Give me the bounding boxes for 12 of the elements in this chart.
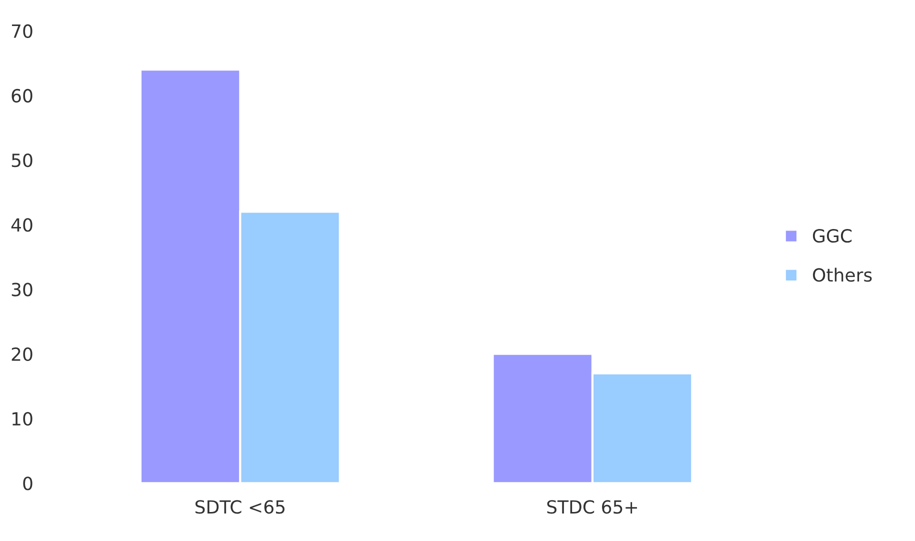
y-tick-label: 30 bbox=[12, 282, 32, 296]
x-tick-label: SDTC <65 bbox=[195, 500, 284, 514]
y-tick-label: 10 bbox=[12, 412, 32, 426]
y-tick-label: 20 bbox=[12, 347, 32, 362]
y-tick-label: 70 bbox=[12, 24, 32, 38]
y-tick-label: 40 bbox=[11, 218, 32, 232]
y-tick-label: 0 bbox=[23, 476, 32, 490]
legend-label: Others bbox=[812, 268, 872, 282]
y-tick-label: 50 bbox=[12, 154, 32, 168]
y-tick-label: 60 bbox=[12, 88, 32, 103]
x-tick-label: STDC 65+ bbox=[547, 500, 637, 514]
legend-label: GGC bbox=[812, 228, 852, 243]
